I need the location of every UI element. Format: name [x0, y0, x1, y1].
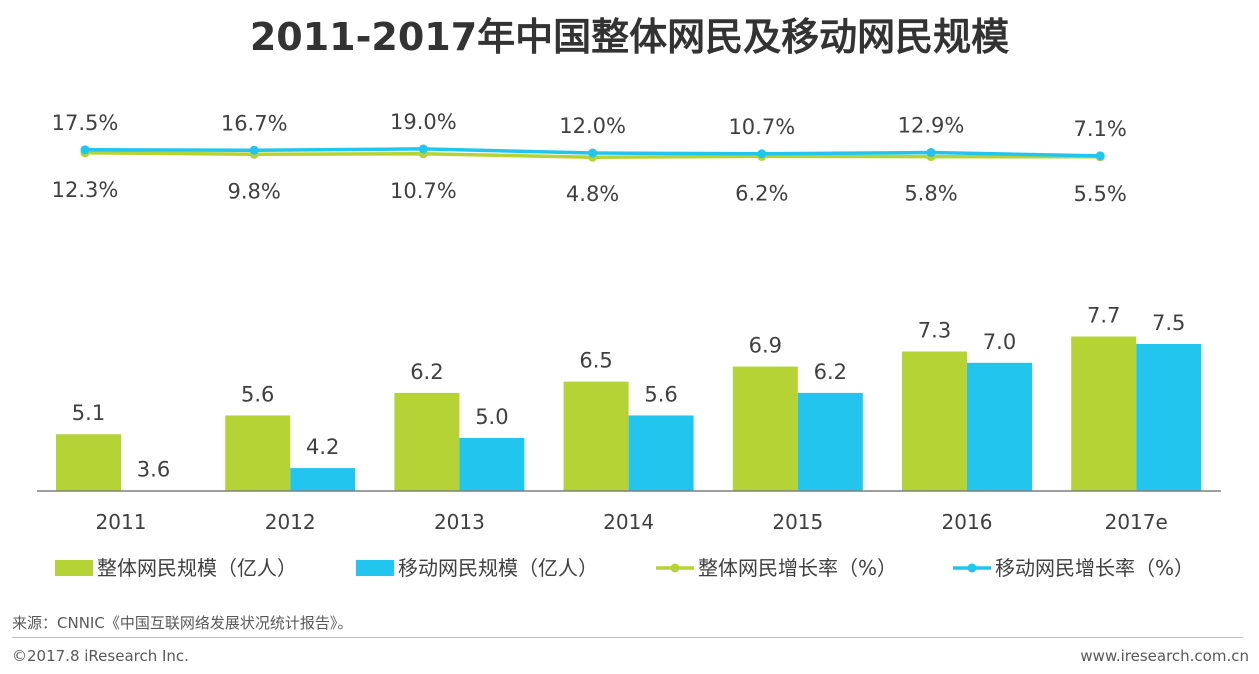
label-total-growth-2017e: 5.5%	[1074, 182, 1127, 206]
x-tick-2017e: 2017e	[1105, 510, 1168, 534]
label-total-growth-2016: 5.8%	[904, 182, 957, 206]
chart-area: 5.1 3.6 5.6 4.2 6.2 5.0 6.5 5.6 6.9 6.2 7.3 7.0 7.7 7…	[37, 110, 1221, 580]
bar-total-2013	[394, 392, 460, 491]
bar-total-label-2015: 6.9	[749, 334, 782, 358]
point-mobile-growth-2016	[926, 147, 936, 157]
legend-mobile-size-swatch	[356, 560, 394, 576]
bar-total-label-2011: 5.1	[72, 401, 105, 425]
label-total-growth-2012: 9.8%	[228, 179, 281, 203]
legend-mobile-growth-marker	[967, 563, 977, 573]
label-total-growth-2014: 4.8%	[566, 182, 619, 206]
bar-total-2014	[563, 381, 629, 491]
x-tick-2015: 2015	[772, 510, 823, 534]
bar-mobile-2016	[967, 362, 1032, 491]
x-tick-2014: 2014	[603, 510, 654, 534]
x-tick-2016: 2016	[942, 510, 993, 534]
bar-total-2017e	[1071, 336, 1137, 491]
point-mobile-growth-2017e	[1095, 151, 1105, 161]
label-mobile-growth-2011: 17.5%	[52, 111, 119, 135]
bar-total-2012	[225, 415, 291, 491]
legend-total-growth: 整体网民增长率（%）	[656, 556, 897, 580]
bar-mobile-2017e	[1136, 344, 1202, 491]
label-mobile-growth-2015: 10.7%	[728, 115, 795, 139]
label-mobile-growth-2016: 12.9%	[898, 113, 965, 137]
bar-mobile-2014	[628, 415, 694, 491]
bar-total-label-2017e: 7.7	[1087, 303, 1120, 327]
chart-title: 2011-2017年中国整体网民及移动网民规模	[249, 15, 1010, 59]
bar-mobile-2013	[459, 438, 525, 491]
x-tick-2012: 2012	[265, 510, 316, 534]
copyright: ©2017.8 iResearch Inc.	[12, 647, 189, 665]
bar-mobile-label-2013: 5.0	[475, 405, 508, 429]
bar-total-label-2016: 7.3	[918, 319, 951, 343]
bar-total-2016	[902, 351, 967, 491]
legend-total-growth-label: 整体网民增长率（%）	[698, 556, 897, 580]
legend-total-size-label: 整体网民规模（亿人）	[97, 556, 297, 580]
label-mobile-growth-2017e: 7.1%	[1074, 117, 1127, 141]
legend-mobile-size-label: 移动网民规模（亿人）	[398, 556, 598, 580]
footer-divider	[12, 637, 1243, 638]
bar-mobile-label-2015: 6.2	[814, 360, 847, 384]
legend-total-growth-marker	[670, 563, 680, 573]
point-mobile-growth-2012	[249, 145, 259, 155]
source-note: 来源：CNNIC《中国互联网络发展状况统计报告》。	[12, 614, 353, 632]
point-mobile-growth-2014	[588, 148, 598, 158]
bar-mobile-label-2012: 4.2	[306, 435, 339, 459]
label-mobile-growth-2014: 12.0%	[559, 114, 626, 138]
bar-mobile-label-2014: 5.6	[644, 382, 677, 406]
label-mobile-growth-2012: 16.7%	[221, 111, 288, 135]
legend-total-size-swatch	[55, 560, 93, 576]
label-total-growth-2011: 12.3%	[52, 178, 119, 202]
label-total-growth-2013: 10.7%	[390, 179, 457, 203]
legend-mobile-growth-label: 移动网民增长率（%）	[995, 556, 1194, 580]
legend-mobile-growth: 移动网民增长率（%）	[953, 556, 1194, 580]
x-tick-2013: 2013	[434, 510, 485, 534]
bar-mobile-2015	[797, 392, 863, 491]
point-mobile-growth-2013	[418, 144, 428, 154]
legend-total-size: 整体网民规模（亿人）	[55, 556, 297, 580]
website-link[interactable]: www.iresearch.com.cn	[1080, 647, 1249, 665]
point-mobile-growth-2011	[80, 145, 90, 155]
x-tick-2011: 2011	[96, 510, 147, 534]
bar-mobile-label-2016: 7.0	[983, 330, 1016, 354]
bar-total-2011	[56, 434, 121, 491]
bar-total-2015	[732, 366, 798, 491]
bar-mobile-label-2017e: 7.5	[1152, 311, 1185, 335]
point-mobile-growth-2015	[757, 149, 767, 159]
bar-total-label-2012: 5.6	[241, 382, 274, 406]
bar-mobile-label-2011: 3.6	[137, 458, 170, 482]
label-mobile-growth-2013: 19.0%	[390, 110, 457, 134]
legend-mobile-size: 移动网民规模（亿人）	[356, 556, 598, 580]
bar-total-label-2013: 6.2	[410, 360, 443, 384]
bar-total-label-2014: 6.5	[579, 349, 612, 373]
label-total-growth-2015: 6.2%	[735, 181, 788, 205]
bar-mobile-2012	[290, 468, 356, 491]
